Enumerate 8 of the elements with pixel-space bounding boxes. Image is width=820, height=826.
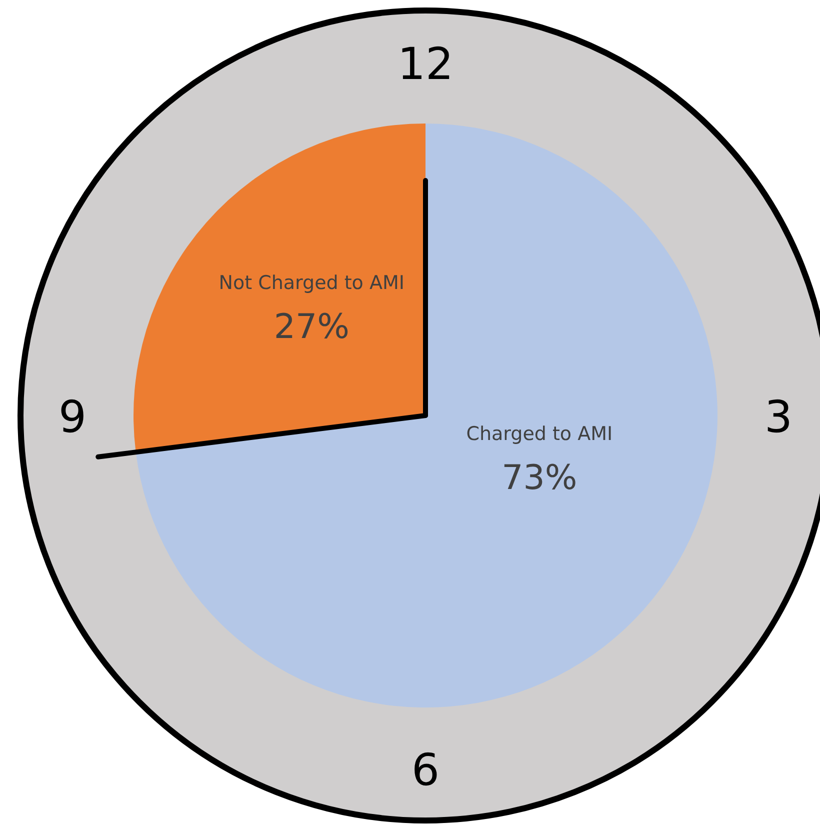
slice-label: Charged to AMI xyxy=(466,422,613,445)
text: 12 xyxy=(398,39,454,90)
text: 9 xyxy=(58,392,87,443)
text: 3 xyxy=(764,392,793,443)
slice-label: Not Charged to AMI xyxy=(218,272,404,294)
text: 6 xyxy=(412,745,440,796)
data-label: 27% xyxy=(274,307,350,348)
data-label: 73% xyxy=(502,458,578,498)
